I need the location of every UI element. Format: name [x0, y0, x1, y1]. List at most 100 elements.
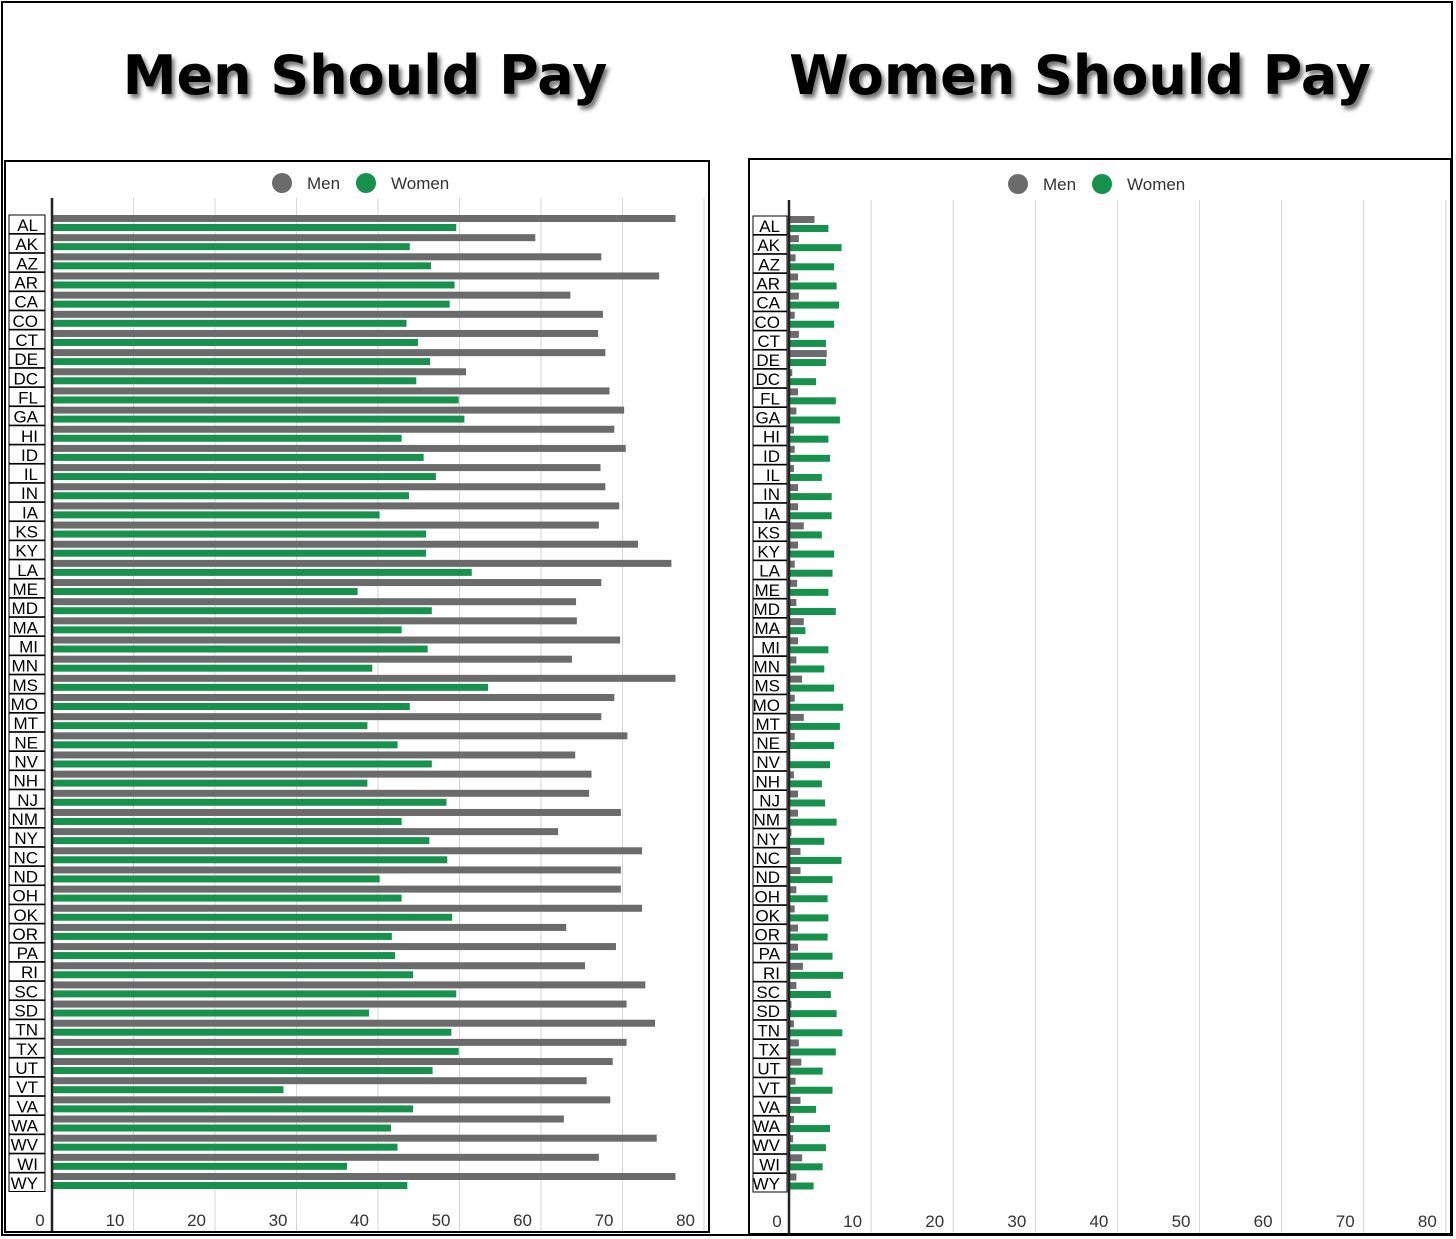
bar-men-oh	[789, 886, 797, 894]
category-label: OH	[755, 887, 781, 906]
category-label-box	[8, 252, 46, 273]
category-label-box	[752, 866, 788, 887]
category-label-box	[752, 253, 788, 274]
category-row-ct: CT	[8, 329, 599, 350]
category-label-box	[752, 617, 788, 638]
legend: Men Women	[272, 173, 449, 193]
category-label: ID	[763, 447, 780, 466]
bar-women-or	[789, 933, 828, 941]
bar-women-ca	[52, 300, 450, 308]
bar-women-al	[789, 225, 829, 232]
bar-men-ct	[52, 329, 599, 337]
category-label-box	[8, 1115, 46, 1135]
category-label-box	[8, 827, 46, 848]
category-label-box	[752, 426, 788, 446]
category-row-nj: NJ	[752, 790, 826, 811]
category-row-ut: UT	[752, 1058, 823, 1079]
category-row-nv: NV	[752, 751, 831, 772]
category-label-box	[752, 694, 788, 714]
category-label: AR	[756, 274, 780, 293]
bar-men-il	[789, 464, 794, 472]
category-label: WY	[753, 1175, 780, 1194]
bar-women-ga	[789, 416, 840, 424]
category-label-box	[8, 1095, 46, 1116]
category-label: MI	[19, 638, 38, 657]
category-label: NV	[14, 752, 38, 771]
bar-men-wv	[52, 1134, 657, 1142]
bar-women-la	[52, 568, 472, 576]
category-row-ak: AK	[8, 233, 536, 254]
category-label-box	[752, 790, 788, 810]
bar-women-ga	[52, 415, 465, 423]
x-tick-label-10: 10	[106, 1211, 125, 1230]
bar-women-mn	[789, 665, 825, 673]
bar-women-vt	[52, 1086, 284, 1094]
bar-women-va	[52, 1105, 414, 1113]
bar-women-ak	[52, 243, 410, 251]
category-label-box	[8, 597, 46, 618]
category-row-la: LA	[752, 560, 833, 581]
category-label-box	[8, 310, 46, 330]
bar-men-wa	[52, 1115, 564, 1123]
x-tick-label-70: 70	[1336, 1212, 1355, 1231]
category-row-wy: WY	[752, 1173, 814, 1194]
category-row-ia: IA	[8, 501, 620, 522]
bar-men-wi	[789, 1154, 803, 1162]
category-row-vt: VT	[8, 1076, 587, 1097]
x-tick-label-60: 60	[513, 1211, 532, 1230]
bar-women-ri	[789, 971, 844, 979]
bar-women-nv	[52, 760, 432, 768]
category-label: NJ	[17, 791, 38, 810]
category-label-box	[752, 885, 788, 906]
bar-men-ks	[789, 522, 804, 530]
bar-men-nj	[789, 790, 799, 798]
bar-women-mo	[52, 703, 410, 710]
category-row-ok: OK	[8, 904, 643, 925]
category-row-ct: CT	[752, 330, 826, 351]
bar-women-ms	[52, 683, 489, 691]
category-row-ky: KY	[8, 540, 638, 561]
bar-women-az	[789, 263, 835, 271]
x-tick-label-30: 30	[269, 1211, 288, 1230]
bar-women-in	[52, 492, 409, 500]
category-row-wa: WA	[8, 1115, 564, 1136]
category-label-box	[8, 406, 46, 426]
category-label-box	[752, 272, 788, 293]
category-label: WA	[11, 1117, 38, 1136]
category-label-box	[8, 386, 46, 407]
category-label: RI	[763, 964, 780, 983]
bar-women-de	[789, 359, 826, 367]
bar-men-ak	[52, 234, 536, 242]
category-label-box	[8, 367, 46, 388]
bar-women-hi	[52, 434, 402, 442]
category-label-box	[752, 215, 788, 235]
bar-women-dc	[52, 377, 417, 385]
bar-women-ok	[52, 913, 453, 921]
category-label: WI	[759, 1155, 780, 1174]
category-label-box	[752, 732, 788, 753]
x-tick-label-30: 30	[1007, 1212, 1026, 1231]
category-label: KY	[15, 542, 38, 561]
category-label-box	[752, 330, 788, 350]
x-tick-label-40: 40	[1089, 1212, 1108, 1231]
category-label: PA	[759, 945, 781, 964]
category-label-box	[8, 501, 46, 522]
bar-women-nd	[52, 875, 380, 883]
bar-women-nm	[52, 817, 402, 825]
bar-men-id	[789, 445, 795, 453]
category-row-mi: MI	[8, 636, 621, 657]
category-row-nc: NC	[8, 846, 643, 867]
category-label-box	[8, 616, 46, 637]
bar-women-vt	[789, 1086, 833, 1094]
category-label-box	[752, 483, 788, 504]
category-row-ny: NY	[8, 827, 559, 848]
category-row-ms: MS	[8, 674, 676, 695]
bar-women-tn	[52, 1028, 452, 1036]
x-tick-label-0: 0	[35, 1211, 44, 1230]
category-label: RI	[21, 963, 38, 982]
category-row-ri: RI	[752, 962, 844, 983]
category-label-box	[752, 541, 788, 561]
bar-women-ne	[52, 741, 398, 749]
category-row-ma: MA	[8, 616, 577, 637]
bar-men-vt	[52, 1077, 587, 1085]
